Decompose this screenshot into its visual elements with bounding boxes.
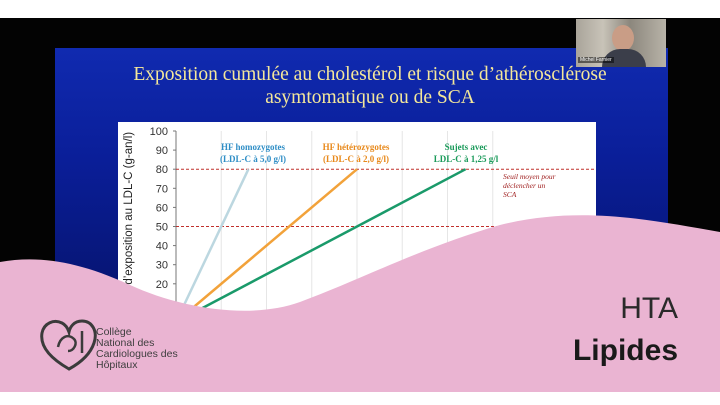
series-label-0-line2: (LDL-C à 5,0 g/l) [220,154,286,164]
series-label-1-line2: (LDL-C à 2,0 g/l) [323,154,389,164]
logo-line-2: National des [96,337,155,349]
series-label-1-line1: HF hétérozygotes [323,142,390,152]
logo-line-4: Hôpitaux [96,359,138,371]
series-label-2-line1: Sujets avec [445,142,488,152]
cnch-heart-logo-icon [40,319,97,371]
series-line-1 [175,168,358,323]
series-line-0 [174,168,250,323]
series-line-2 [175,168,467,324]
y-tick-label-5: 50 [156,222,168,234]
presenter-head [612,25,634,51]
y-tick-label-6: 60 [156,202,168,214]
slide-title: Exposition cumulée au cholestérol et ris… [80,63,660,109]
series-label-2-line2: LDL-C à 1,25 g/l [434,154,499,164]
logo-line-1: Collège [96,326,132,338]
presenter-name: Michel Farnier [578,57,614,63]
slide-title-line2: asymtomatique ou de SCA [265,87,475,108]
threshold-annotation-line-1: déclencher un [503,181,546,190]
y-tick-label-8: 80 [156,164,168,176]
y-axis-label: Cumul d’exposition au LDL-C (g-an/l) [123,132,135,321]
logo-line-3: Cardiologues des [96,348,178,360]
threshold-annotation-line-2: SCA [503,190,517,199]
slide-title-line1: Exposition cumulée au cholestérol et ris… [133,64,607,85]
y-tick-label-4: 40 [156,241,168,253]
y-tick-label-7: 70 [156,183,168,195]
y-tick-label-9: 90 [156,145,168,157]
threshold-annotation-line-0: Seuil moyen pour [503,172,556,181]
y-tick-label-10: 100 [150,126,168,138]
series-label-0-line1: HF homozygotes [221,142,285,152]
y-tick-label-2: 20 [156,279,168,291]
category-hta: HTA [620,292,678,325]
webcam-thumbnail[interactable]: Michel Farnier [576,19,666,67]
line-chart: 0102030405060708090100010Cumul d’exposit… [123,126,596,343]
y-tick-label-3: 30 [156,260,168,272]
cnch-logo-text: Collège National des Cardiologues des Hô… [96,327,178,371]
category-lipides: Lipides [572,334,678,367]
